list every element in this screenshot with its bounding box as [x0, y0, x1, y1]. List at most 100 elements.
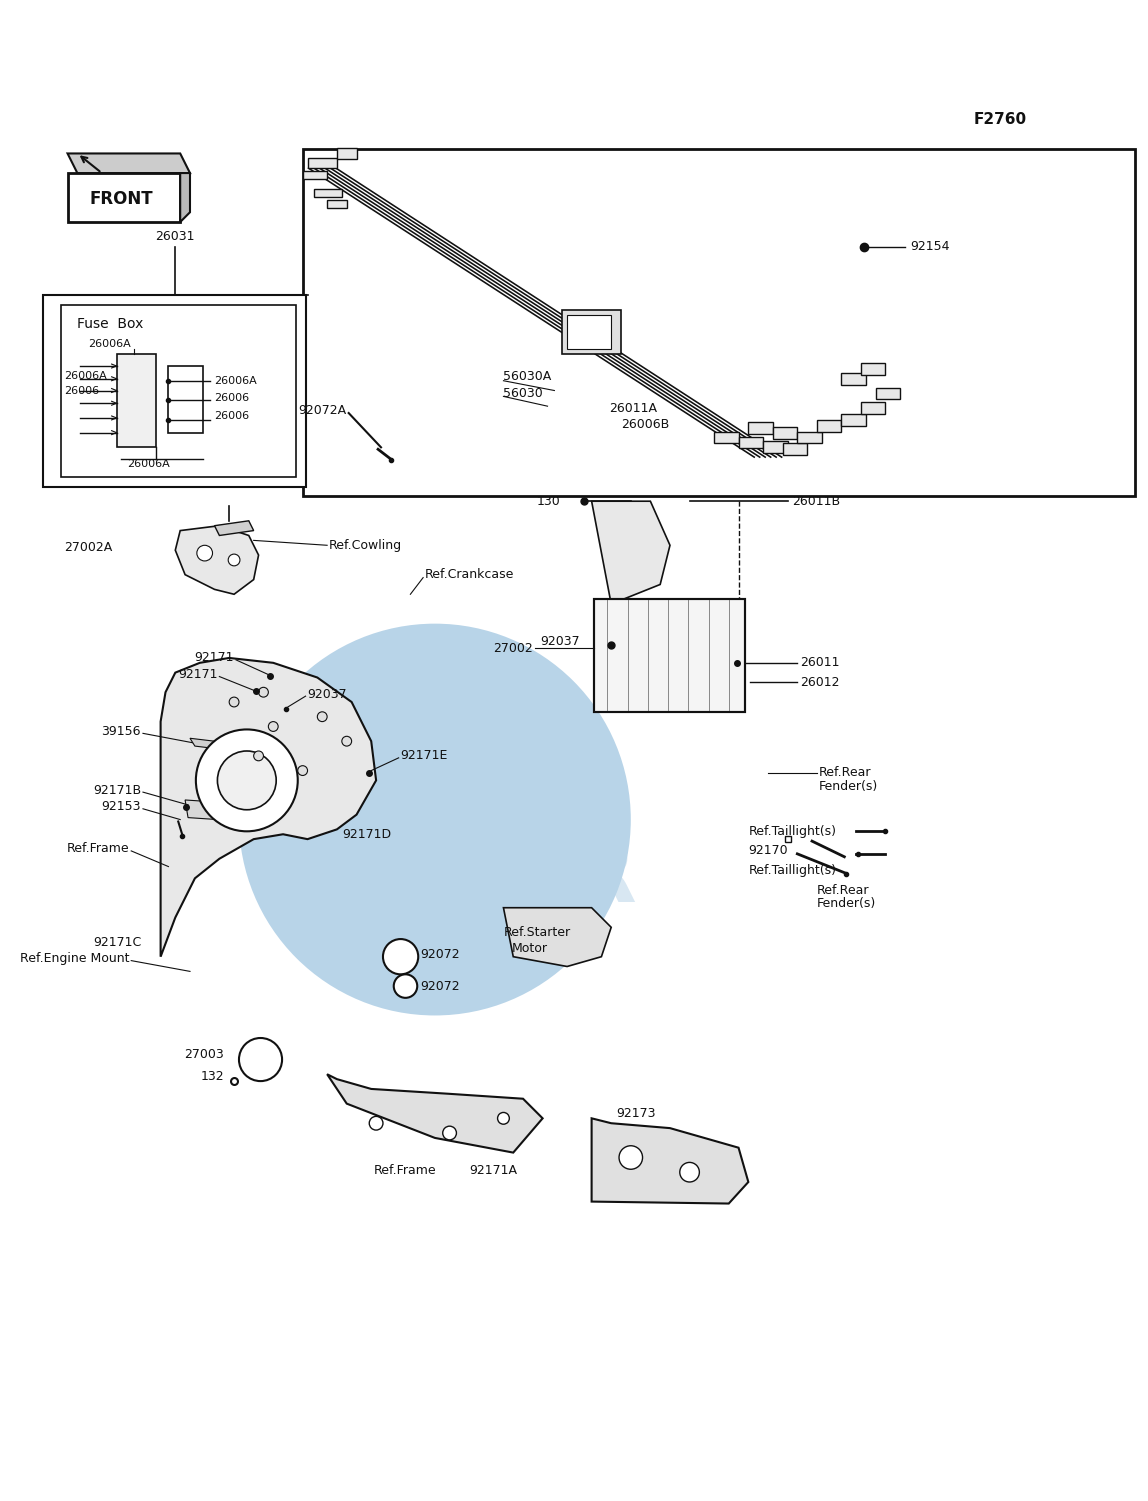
Text: 56030: 56030 [504, 387, 543, 399]
Text: 132: 132 [201, 1070, 224, 1082]
Bar [594, 599, 745, 711]
Polygon shape [861, 402, 885, 414]
Circle shape [196, 729, 297, 832]
Text: Fuse  Box: Fuse Box [77, 317, 144, 332]
Polygon shape [327, 1075, 543, 1153]
Text: 92037: 92037 [541, 635, 580, 648]
Text: FRONT: FRONT [90, 191, 153, 209]
Text: 26012: 26012 [800, 675, 839, 689]
Circle shape [230, 696, 239, 707]
Text: 92171D: 92171D [342, 827, 391, 841]
Text: 92171: 92171 [194, 651, 234, 665]
Circle shape [254, 750, 263, 761]
Polygon shape [773, 426, 798, 438]
Polygon shape [563, 311, 621, 354]
Polygon shape [763, 441, 788, 453]
Text: OEM: OEM [286, 713, 584, 829]
Circle shape [196, 545, 212, 561]
Text: 92072: 92072 [420, 949, 460, 961]
Text: 26006: 26006 [215, 411, 249, 420]
Text: 26006A: 26006A [215, 375, 257, 386]
Text: 26006: 26006 [64, 386, 100, 395]
Circle shape [217, 750, 277, 809]
Text: 92072A: 92072A [298, 404, 347, 417]
Circle shape [383, 940, 418, 974]
Circle shape [370, 1117, 383, 1130]
Polygon shape [308, 159, 336, 168]
Polygon shape [336, 147, 357, 159]
Circle shape [228, 554, 240, 566]
Polygon shape [841, 372, 866, 384]
Text: Ref.Frame: Ref.Frame [67, 842, 130, 856]
Text: Ref.Taillight(s): Ref.Taillight(s) [748, 865, 837, 877]
Polygon shape [161, 657, 377, 956]
Circle shape [342, 737, 351, 746]
Text: 26031: 26031 [155, 230, 195, 243]
Text: Ref.Rear: Ref.Rear [819, 766, 871, 779]
Text: 92153: 92153 [101, 800, 141, 814]
Text: 39156: 39156 [101, 725, 141, 738]
Polygon shape [738, 437, 763, 449]
Polygon shape [215, 521, 254, 536]
Text: 92173: 92173 [616, 1106, 656, 1120]
Polygon shape [191, 738, 219, 749]
Text: Ref.Rear: Ref.Rear [817, 884, 869, 896]
Circle shape [497, 1112, 510, 1124]
Text: Ref.Frame: Ref.Frame [374, 1163, 436, 1177]
Polygon shape [327, 201, 347, 209]
Bar [61, 305, 296, 477]
Text: 92171C: 92171C [93, 935, 141, 949]
Text: 27002A: 27002A [64, 540, 113, 554]
Text: Fender(s): Fender(s) [819, 779, 878, 793]
Text: 26006A: 26006A [88, 339, 131, 350]
Text: 26011: 26011 [800, 656, 839, 669]
Circle shape [619, 1145, 643, 1169]
Polygon shape [567, 315, 611, 350]
Polygon shape [876, 387, 900, 399]
Polygon shape [219, 741, 288, 761]
Text: 26011B: 26011B [792, 495, 840, 507]
Polygon shape [841, 414, 866, 426]
Bar [594, 599, 745, 711]
Text: MOTOR: MOTOR [292, 838, 637, 919]
Text: 26006A: 26006A [64, 371, 108, 381]
Text: Ref.Cowling: Ref.Cowling [329, 539, 402, 552]
Text: 92171: 92171 [178, 668, 217, 681]
Text: 130: 130 [536, 495, 560, 507]
Text: 92171B: 92171B [93, 784, 141, 797]
Text: 92171A: 92171A [470, 1163, 517, 1177]
Polygon shape [748, 422, 773, 434]
Polygon shape [591, 501, 670, 603]
Text: 92037: 92037 [308, 687, 347, 701]
Polygon shape [714, 432, 738, 443]
Text: Ref.Taillight(s): Ref.Taillight(s) [748, 826, 837, 838]
Text: 92072: 92072 [420, 980, 460, 992]
Text: 27002: 27002 [494, 641, 533, 654]
Bar [117, 354, 156, 447]
Circle shape [443, 1126, 457, 1139]
Circle shape [239, 623, 630, 1016]
Polygon shape [861, 363, 885, 375]
Bar [303, 149, 1135, 497]
Text: Ref.Crankcase: Ref.Crankcase [425, 569, 514, 581]
Text: 27003: 27003 [185, 1048, 224, 1061]
Polygon shape [185, 800, 217, 820]
Polygon shape [783, 443, 807, 455]
Polygon shape [817, 420, 841, 432]
Bar [169, 366, 203, 432]
Bar [44, 296, 305, 486]
Polygon shape [315, 189, 342, 197]
Text: 26006B: 26006B [621, 419, 669, 431]
Polygon shape [504, 908, 611, 967]
Polygon shape [180, 173, 191, 222]
Circle shape [680, 1162, 699, 1181]
Text: Ref.Engine Mount: Ref.Engine Mount [20, 952, 130, 965]
Text: 56030A: 56030A [504, 371, 552, 383]
Text: 26011A: 26011A [610, 402, 658, 414]
Polygon shape [798, 432, 822, 443]
Text: 92171E: 92171E [401, 749, 448, 763]
Text: 26006: 26006 [215, 393, 249, 404]
Text: F2760: F2760 [974, 111, 1026, 126]
Text: 92170: 92170 [748, 845, 788, 857]
Polygon shape [68, 153, 191, 173]
